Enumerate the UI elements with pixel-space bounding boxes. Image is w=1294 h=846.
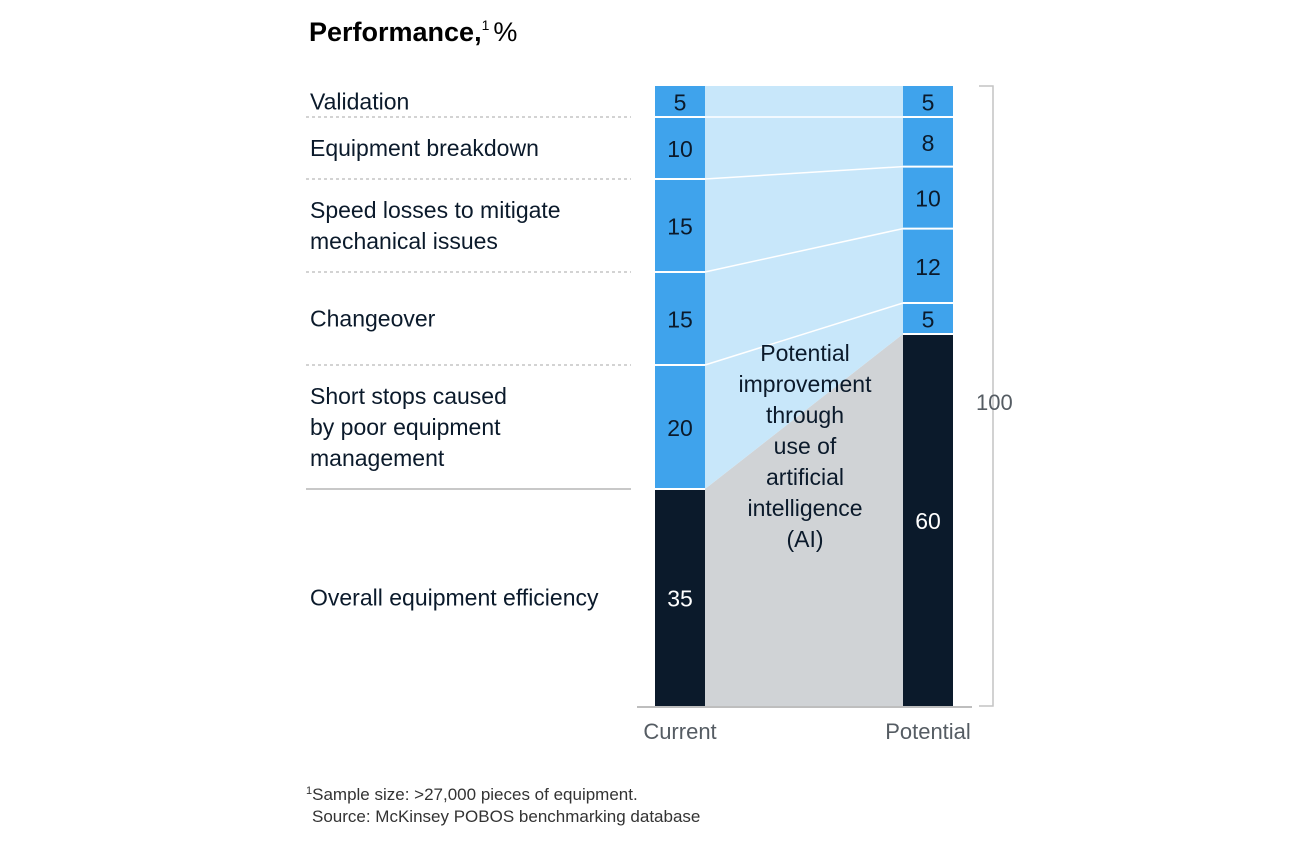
- annotation-line-5: intelligence: [747, 495, 862, 521]
- bar-segment-current-3: [655, 179, 705, 272]
- category-label-1-line-2: management: [310, 445, 445, 471]
- annotation-line-2: through: [766, 402, 844, 428]
- value-label-current-2: 15: [667, 307, 693, 333]
- value-label-current-5: 5: [674, 90, 687, 116]
- bar-segment-potential-0: [903, 334, 953, 706]
- value-label-current-4: 10: [667, 136, 693, 162]
- bar-segment-current-1: [655, 365, 705, 489]
- annotation-line-0: Potential: [760, 340, 850, 366]
- value-label-current-0: 35: [667, 586, 693, 612]
- band-connector-4: [704, 165, 904, 180]
- category-label-1-line-1: by poor equipment: [310, 414, 501, 440]
- annotation-line-4: artificial: [766, 464, 844, 490]
- category-label-2-line-0: Changeover: [310, 306, 436, 332]
- category-label-3: Speed losses to mitigate mechanical issue…: [310, 197, 561, 254]
- category-label-4: Equipment breakdown: [310, 135, 539, 161]
- annotation-line-1: improvement: [739, 371, 873, 397]
- value-label-potential-4: 8: [922, 130, 935, 156]
- value-label-potential-1: 5: [922, 307, 935, 333]
- category-label-5-line-0: Validation: [310, 89, 409, 115]
- bar-segment-potential-2: [903, 228, 953, 303]
- bar-segment-current-5: [655, 86, 705, 117]
- footnote: 1Sample size: >27,000 pieces of equipmen…: [306, 785, 638, 804]
- bar-segment-current-4: [655, 117, 705, 179]
- bar-segment-potential-1: [903, 303, 953, 334]
- chart-title: Performance,1%: [309, 17, 517, 47]
- value-label-potential-0: 60: [915, 508, 941, 534]
- value-label-current-3: 15: [667, 214, 693, 240]
- total-label: 100: [976, 390, 1013, 415]
- total-bracket: [979, 85, 994, 707]
- bar-segment-current-2: [655, 272, 705, 365]
- improvement-area: [705, 334, 903, 706]
- category-label-4-line-0: Equipment breakdown: [310, 135, 539, 161]
- value-label-potential-2: 12: [915, 254, 941, 280]
- improvement-annotation: Potential improvement through use of artific…: [739, 340, 873, 552]
- x-tick-label-0: Current: [643, 719, 716, 744]
- annotation-line-3: use of: [774, 433, 837, 459]
- source-note: Source: McKinsey POBOS benchmarking data…: [312, 807, 700, 826]
- value-label-current-1: 20: [667, 415, 693, 441]
- x-tick-label-1: Potential: [885, 719, 971, 744]
- bar-segment-current-0: [655, 489, 705, 706]
- category-label-5: Validation: [310, 89, 409, 115]
- category-label-0: Overall equipment efficiency: [310, 585, 599, 611]
- band-connector-3: [704, 227, 904, 273]
- value-label-potential-5: 5: [922, 90, 935, 116]
- bar-segment-potential-4: [903, 117, 953, 167]
- category-label-1-line-0: Short stops caused: [310, 383, 507, 409]
- value-label-potential-3: 10: [915, 186, 941, 212]
- category-label-3-line-0: Speed losses to mitigate: [310, 197, 561, 223]
- loss-band-area: [705, 86, 903, 489]
- annotation-line-6: (AI): [786, 526, 823, 552]
- category-label-2: Changeover: [310, 306, 436, 332]
- band-connector-2: [704, 302, 904, 366]
- bar-segment-potential-3: [903, 166, 953, 229]
- bar-segment-potential-5: [903, 86, 953, 117]
- category-label-3-line-1: mechanical issues: [310, 228, 498, 254]
- category-label-0-line-0: Overall equipment efficiency: [310, 585, 599, 611]
- category-label-1: Short stops caused by poor equipment manag…: [310, 383, 507, 471]
